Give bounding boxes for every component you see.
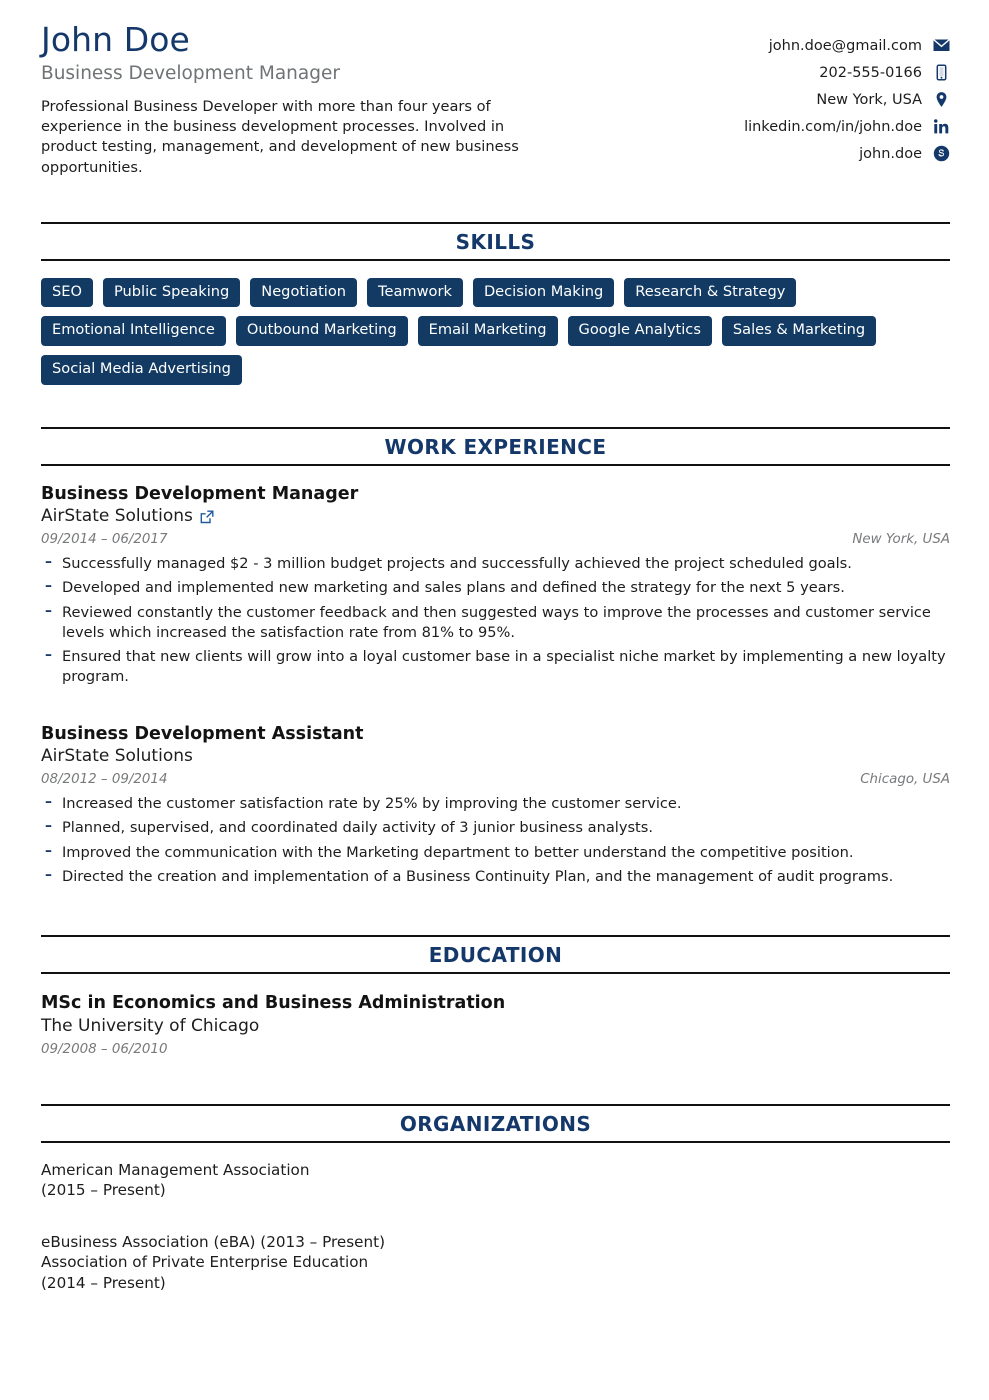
- header-summary: Professional Business Developer with mor…: [41, 98, 519, 176]
- education-entry-degree: MSc in Economics and Business Administra…: [41, 993, 506, 1014]
- work-entry-role: Business Development Manager: [41, 483, 359, 504]
- organization-item: American Management Association (2015 – P…: [41, 1160, 310, 1199]
- work-entry-location: Chicago, USA: [860, 772, 950, 788]
- skill-badge[interactable]: Negotiation: [250, 277, 358, 308]
- work-entry-organization-label: AirState Solutions: [41, 505, 193, 526]
- work-entry-bullets: Increased the customer satisfaction rate…: [41, 793, 950, 887]
- external-link-icon[interactable]: [200, 510, 214, 524]
- section-rule-bottom: [41, 1140, 950, 1143]
- bullet-item: Improved the communication with the Mark…: [41, 842, 950, 863]
- work-entry-dates: 09/2014 – 06/2017: [41, 531, 168, 547]
- organization-item: Association of Private Enterprise Educat…: [41, 1253, 369, 1292]
- skill-badge[interactable]: SEO: [41, 277, 93, 308]
- work-entry-meta: 09/2014 – 06/2017 New York, USA: [41, 527, 950, 547]
- section-title-education: EDUCATION: [428, 943, 563, 968]
- contact-phone-text: 202-555-0166: [819, 64, 922, 81]
- envelope-icon: [933, 37, 950, 54]
- skill-badge[interactable]: Outbound Marketing: [235, 316, 408, 346]
- section-title-work-experience: WORK EXPERIENCE: [384, 434, 607, 459]
- page-title: John Doe: [41, 20, 190, 59]
- bullet-item: Directed the creation and implementation…: [41, 866, 950, 887]
- education-entry-meta: 09/2008 – 06/2010: [41, 1037, 950, 1057]
- organizations-list: American Management Association (2015 – P…: [41, 1143, 950, 1325]
- education-entry-school: The University of Chicago: [41, 1015, 950, 1037]
- work-entry: Business Development Assistant AirState …: [41, 692, 950, 888]
- skill-badge[interactable]: Public Speaking: [102, 277, 241, 308]
- section-title-organizations: ORGANIZATIONS: [399, 1111, 592, 1136]
- section-title-skills: SKILLS: [455, 229, 536, 254]
- section-rule-bottom: [41, 463, 950, 466]
- contact-linkedin-text: linkedin.com/in/john.doe: [744, 118, 922, 135]
- section-skills: SKILLS SEO Public Speaking Negotiation T…: [41, 221, 950, 385]
- organizations-column: Association of Private Enterprise Educat…: [41, 1252, 521, 1324]
- section-rule-top: [41, 1103, 950, 1106]
- contact-item-email[interactable]: john.doe@gmail.com: [620, 32, 950, 59]
- work-entry-organization: AirState Solutions: [41, 505, 950, 527]
- section-rule-bottom: [41, 972, 950, 975]
- work-entry-location: New York, USA: [852, 531, 950, 547]
- skill-badge[interactable]: Google Analytics: [567, 316, 712, 346]
- organizations-column: American Management Association (2015 – P…: [41, 1160, 521, 1253]
- resume-header: John Doe Business Development Manager Pr…: [41, 20, 950, 178]
- work-entry-meta: 08/2012 – 09/2014 Chicago, USA: [41, 767, 950, 787]
- skill-badge[interactable]: Emotional Intelligence: [41, 316, 226, 346]
- work-entry: Business Development Manager AirState So…: [41, 466, 950, 688]
- organization-item: eBusiness Association (eBA) (2013 – Pres…: [41, 1233, 386, 1252]
- skill-badge[interactable]: Email Marketing: [417, 316, 558, 346]
- work-entry-bullets: Successfully managed $2 - 3 million budg…: [41, 553, 950, 688]
- section-rule-top: [41, 935, 950, 938]
- skill-badge[interactable]: Decision Making: [472, 277, 615, 308]
- education-entry-school-label: The University of Chicago: [41, 1015, 260, 1036]
- contact-item-phone[interactable]: 202-555-0166: [620, 59, 950, 86]
- bullet-item: Developed and implemented new marketing …: [41, 577, 950, 598]
- skill-badge[interactable]: Social Media Advertising: [41, 354, 242, 385]
- header-identity-block: John Doe Business Development Manager Pr…: [41, 20, 601, 178]
- bullet-item: Planned, supervised, and coordinated dai…: [41, 817, 950, 838]
- header-job-title: Business Development Manager: [41, 62, 340, 84]
- section-work-experience: WORK EXPERIENCE Business Development Man…: [41, 426, 950, 888]
- work-entry-role: Business Development Assistant: [41, 723, 364, 744]
- section-rule-bottom: [41, 258, 950, 261]
- skill-badge[interactable]: Sales & Marketing: [721, 316, 877, 346]
- education-entry-dates: 09/2008 – 06/2010: [41, 1041, 168, 1057]
- section-organizations: ORGANIZATIONS American Management Associ…: [41, 1103, 950, 1325]
- mobile-phone-icon: [933, 64, 950, 81]
- section-rule-top: [41, 221, 950, 224]
- section-rule-top: [41, 426, 950, 429]
- contact-item-location[interactable]: New York, USA: [620, 86, 950, 113]
- map-pin-icon: [933, 91, 950, 108]
- work-entry-organization: AirState Solutions: [41, 745, 950, 767]
- bullet-item: Ensured that new clients will grow into …: [41, 646, 950, 688]
- section-education: EDUCATION MSc in Economics and Business …: [41, 935, 950, 1057]
- education-entry: MSc in Economics and Business Administra…: [41, 974, 950, 1056]
- contact-skype-text: john.doe: [859, 145, 922, 162]
- contact-location-text: New York, USA: [816, 91, 922, 108]
- work-entry-organization-label: AirState Solutions: [41, 746, 193, 767]
- contact-item-skype[interactable]: john.doe: [620, 140, 950, 167]
- contact-email-text: john.doe@gmail.com: [768, 37, 922, 54]
- skills-badge-list: SEO Public Speaking Negotiation Teamwork…: [41, 261, 950, 385]
- bullet-item: Increased the customer satisfaction rate…: [41, 793, 950, 814]
- skill-badge[interactable]: Research & Strategy: [624, 277, 797, 308]
- bullet-item: Successfully managed $2 - 3 million budg…: [41, 553, 950, 574]
- contact-item-linkedin[interactable]: linkedin.com/in/john.doe: [620, 113, 950, 140]
- contact-list: john.doe@gmail.com 202-555-0166: [620, 22, 950, 167]
- skill-badge[interactable]: Teamwork: [367, 277, 463, 308]
- work-entry-dates: 08/2012 – 09/2014: [41, 772, 168, 788]
- linkedin-icon: [933, 118, 950, 135]
- skype-icon: [933, 145, 950, 162]
- bullet-item: Reviewed constantly the customer feedbac…: [41, 602, 950, 644]
